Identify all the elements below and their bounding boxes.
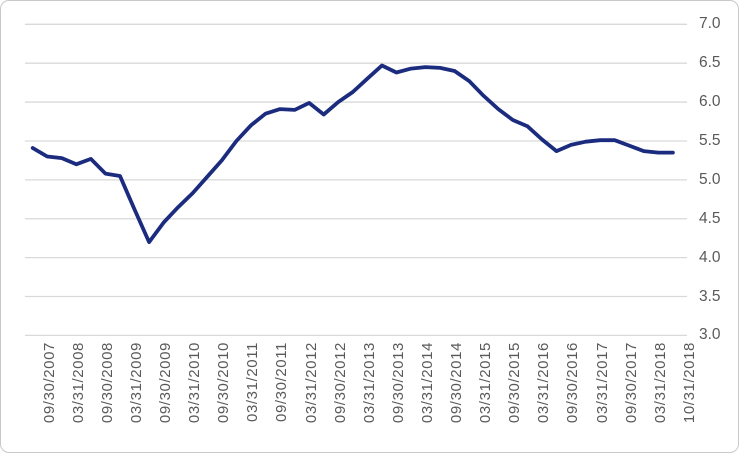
x-tick-label-text: 03/31/2017 — [593, 342, 611, 424]
x-tick-label-text: 10/31/2018 — [680, 342, 698, 424]
x-tick-label-text: 09/30/2016 — [564, 342, 582, 424]
x-tick-label-text: 09/30/2011 — [273, 342, 291, 422]
y-tick-label: 4.0 — [699, 248, 721, 266]
y-tick-label: 3.5 — [699, 287, 721, 305]
y-tick-label: 7.0 — [699, 15, 721, 33]
data-line — [30, 63, 675, 245]
x-tick-label-text: 03/31/2011 — [244, 342, 262, 422]
x-tick-label-text: 09/30/2008 — [98, 342, 116, 424]
x-tick-label-text: 03/31/2016 — [535, 342, 553, 424]
y-tick-label: 6.0 — [699, 93, 721, 111]
x-tick-label-text: 09/30/2012 — [331, 342, 349, 424]
x-tick-label-text: 09/30/2017 — [622, 342, 640, 424]
x-tick-label-text: 09/30/2013 — [389, 342, 407, 424]
x-tick-label-text: 09/30/2007 — [40, 342, 58, 424]
y-tick-label: 4.5 — [699, 209, 721, 227]
x-tick-label-text: 03/31/2012 — [302, 342, 320, 424]
y-tick-label: 5.5 — [699, 131, 721, 149]
x-tick-label-text: 09/30/2015 — [506, 342, 524, 424]
y-tick-label: 3.0 — [699, 326, 721, 344]
x-tick-label-text: 03/31/2013 — [360, 342, 378, 424]
x-tick-label-text: 03/31/2008 — [69, 342, 87, 424]
x-tick-label-text: 09/30/2010 — [215, 342, 233, 424]
x-tick-label-text: 03/31/2010 — [186, 342, 204, 424]
x-tick-label-text: 09/30/2009 — [157, 342, 175, 424]
y-tick-label: 6.5 — [699, 54, 721, 72]
y-tick-label: 5.0 — [699, 170, 721, 188]
x-tick-label-text: 09/30/2014 — [448, 342, 466, 424]
x-tick-label-text: 03/31/2014 — [418, 342, 436, 424]
x-tick-label-text: 03/31/2018 — [651, 342, 669, 424]
x-tick-label-text: 03/31/2009 — [127, 342, 145, 424]
x-tick-label-text: 03/31/2015 — [477, 342, 495, 424]
